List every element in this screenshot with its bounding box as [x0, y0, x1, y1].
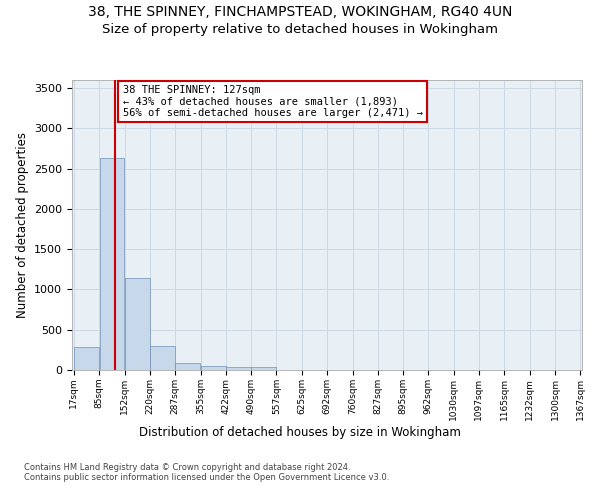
Bar	[201, 366, 226, 370]
Text: Contains HM Land Registry data © Crown copyright and database right 2024.
Contai: Contains HM Land Registry data © Crown c…	[24, 462, 389, 482]
Bar	[74, 346, 99, 370]
Bar	[226, 367, 251, 370]
Bar	[175, 363, 200, 370]
Bar	[100, 158, 124, 370]
Text: 38, THE SPINNEY, FINCHAMPSTEAD, WOKINGHAM, RG40 4UN: 38, THE SPINNEY, FINCHAMPSTEAD, WOKINGHA…	[88, 5, 512, 19]
Text: Distribution of detached houses by size in Wokingham: Distribution of detached houses by size …	[139, 426, 461, 439]
Bar	[150, 346, 175, 370]
Text: Size of property relative to detached houses in Wokingham: Size of property relative to detached ho…	[102, 22, 498, 36]
Y-axis label: Number of detached properties: Number of detached properties	[16, 132, 29, 318]
Bar	[125, 278, 150, 370]
Bar	[251, 367, 276, 370]
Text: 38 THE SPINNEY: 127sqm
← 43% of detached houses are smaller (1,893)
56% of semi-: 38 THE SPINNEY: 127sqm ← 43% of detached…	[122, 85, 422, 118]
